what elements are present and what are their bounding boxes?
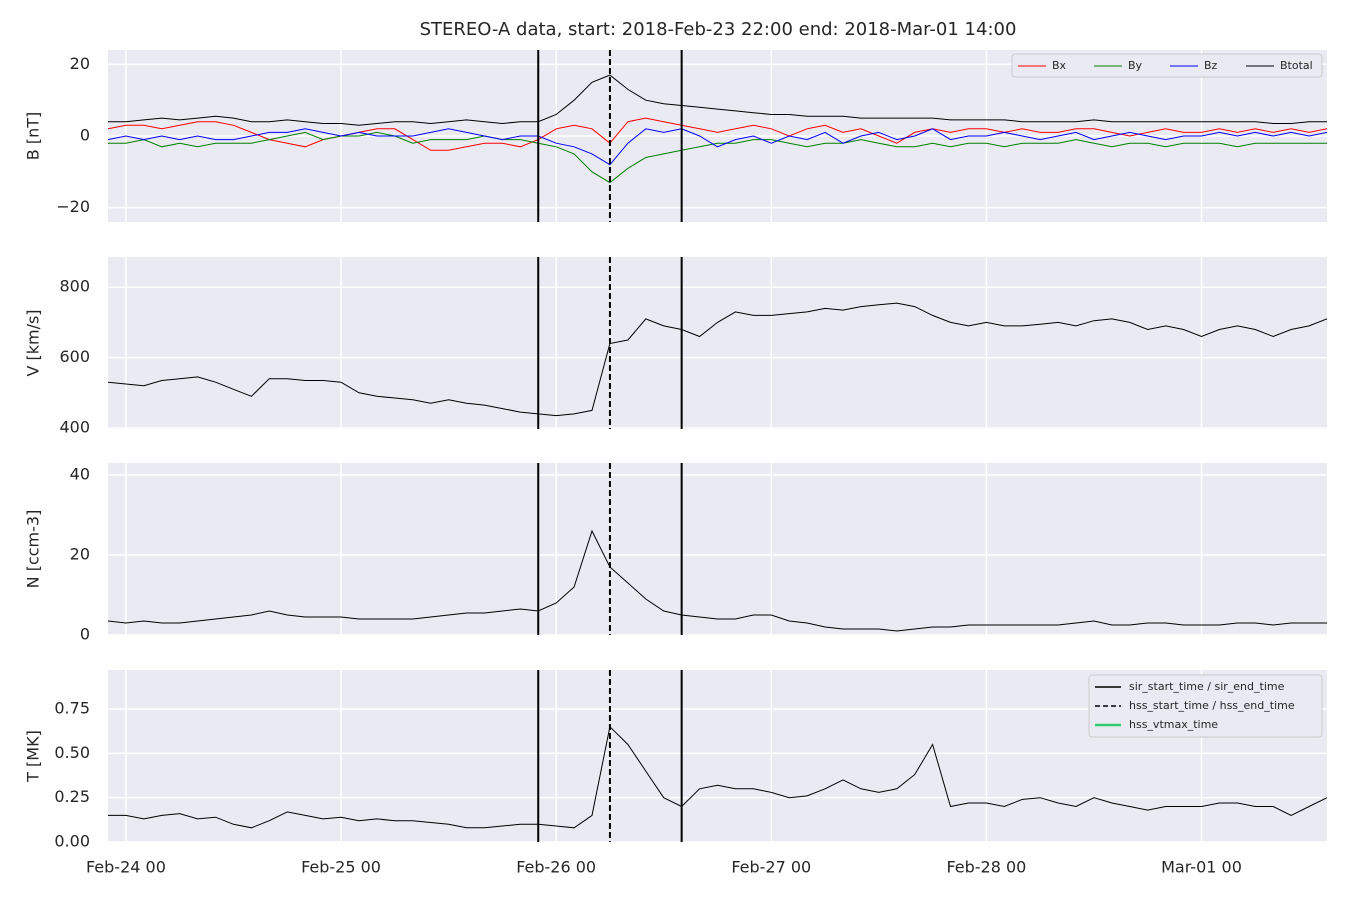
y-tick-label: 800 bbox=[59, 277, 90, 296]
y-tick-label: 0.50 bbox=[54, 743, 90, 762]
y-axis-label: B [nT] bbox=[24, 112, 43, 160]
y-tick-label: −20 bbox=[56, 197, 90, 216]
legend-label: sir_start_time / sir_end_time bbox=[1129, 680, 1285, 693]
legend-label: By bbox=[1128, 59, 1143, 72]
legend-label: hss_vtmax_time bbox=[1129, 718, 1218, 731]
data-line bbox=[108, 302, 1327, 417]
y-axis-label: N [ccm-3] bbox=[24, 510, 43, 589]
y-tick-label: 400 bbox=[59, 417, 90, 436]
x-tick-label: Feb-24 00 bbox=[86, 858, 166, 877]
plot-area bbox=[108, 463, 1327, 635]
y-axis-label: V [km/s] bbox=[24, 309, 43, 376]
data-line bbox=[108, 128, 1327, 166]
legend-label: Bx bbox=[1052, 59, 1067, 72]
x-tick-label: Feb-27 00 bbox=[731, 858, 811, 877]
data-line bbox=[108, 529, 1327, 632]
y-tick-label: 0 bbox=[80, 625, 90, 644]
plot-area bbox=[108, 257, 1327, 429]
y-tick-label: 0.75 bbox=[54, 699, 90, 718]
x-tick-label: Feb-28 00 bbox=[946, 858, 1026, 877]
data-line bbox=[108, 725, 1327, 829]
x-tick-label: Mar-01 00 bbox=[1161, 858, 1242, 877]
y-tick-label: 40 bbox=[70, 465, 90, 484]
y-tick-label: 20 bbox=[70, 54, 90, 73]
x-tick-label: Feb-25 00 bbox=[301, 858, 381, 877]
y-tick-label: 600 bbox=[59, 347, 90, 366]
legend-label: hss_start_time / hss_end_time bbox=[1129, 699, 1295, 712]
legend-box bbox=[1011, 53, 1323, 78]
plot-background bbox=[108, 257, 1327, 429]
chart-title: STEREO-A data, start: 2018-Feb-23 22:00 … bbox=[420, 19, 1017, 40]
legend-label: Btotal bbox=[1280, 59, 1313, 72]
y-tick-label: 20 bbox=[70, 545, 90, 564]
x-tick-label: Feb-26 00 bbox=[516, 858, 596, 877]
plot-area bbox=[108, 50, 1327, 222]
y-tick-label: 0 bbox=[80, 126, 90, 145]
y-axis-label: T [MK] bbox=[24, 730, 43, 783]
data-line bbox=[108, 117, 1327, 151]
legend-label: Bz bbox=[1204, 59, 1218, 72]
y-tick-label: 0.25 bbox=[54, 787, 90, 806]
plot-background bbox=[108, 463, 1327, 635]
data-line bbox=[108, 131, 1327, 184]
legend-box bbox=[1088, 674, 1323, 738]
data-line bbox=[108, 74, 1327, 126]
y-tick-label: 0.00 bbox=[54, 832, 90, 851]
